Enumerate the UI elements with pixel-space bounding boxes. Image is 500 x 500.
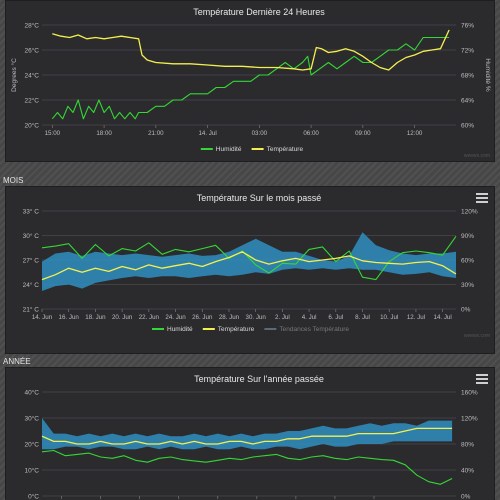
chart-menu-button[interactable]: [476, 193, 488, 203]
legend-label: Humidité: [167, 326, 193, 333]
y2-tick-label: 30%: [461, 282, 474, 289]
x-tick-label: 12. Jul: [407, 314, 425, 321]
y-tick-label: 40°C: [24, 389, 39, 397]
x-tick-label: 12:00: [407, 130, 423, 137]
x-tick-label: 2. Jul: [275, 314, 290, 321]
y-axis-title: Degrees °C: [10, 58, 18, 92]
chart-title: Température Sur l'année passée: [194, 374, 324, 384]
section-label-mois: MOIS: [3, 176, 24, 185]
legend-label: Température: [218, 326, 255, 333]
chart-panel-year: Température Sur l'année passée 0°C 10°C 20°…: [5, 367, 495, 500]
chart-title: Température Sur le mois passé: [197, 193, 322, 203]
chart-panel-24h: Température Dernière 24 Heures 20°C 22°C 24…: [5, 0, 495, 162]
section-label-annee: ANNÉE: [3, 357, 31, 366]
y2-tick-label: 120%: [461, 209, 478, 216]
temperature-range-band: [42, 232, 456, 291]
x-tick-label: 28. Jun: [219, 314, 240, 321]
x-tick-label: 30. Jun: [246, 314, 267, 321]
x-tick-label: 16. Jun: [59, 314, 80, 321]
y-tick-label: 0°C: [28, 493, 39, 500]
x-tick-label: 03:00: [252, 130, 268, 137]
y2-tick-label: 0%: [461, 307, 471, 314]
chart-year: Température Sur l'année passée 0°C 10°C 20°…: [24, 374, 478, 500]
y2-tick-label: 68%: [461, 73, 474, 80]
y-tick-label: 30°C: [24, 415, 39, 423]
y-tick-label: 20°C: [24, 122, 39, 130]
y-tick-label: 33° C: [23, 208, 40, 216]
temperature-series-line: [41, 427, 453, 445]
x-tick-label: 6. Jul: [328, 314, 343, 321]
y-tick-label: 22°C: [24, 97, 39, 105]
y2-tick-label: 80%: [461, 442, 474, 449]
x-tick-label: 26. Jun: [192, 314, 213, 321]
x-tick-label: 09:00: [355, 130, 371, 137]
x-tick-label: 15:00: [45, 130, 61, 137]
chart-credit: weewx.com: [464, 153, 490, 159]
x-tick-label: 24. Jun: [165, 314, 186, 321]
x-tick-label: 21:00: [148, 130, 164, 137]
legend-label: Température: [267, 146, 304, 153]
y-tick-label: 24° C: [23, 281, 40, 289]
temperature-series-line: [41, 251, 457, 281]
y2-tick-label: 60%: [461, 258, 474, 265]
x-tick-label: 22. Jun: [139, 314, 160, 321]
chart-menu-button[interactable]: [476, 374, 488, 384]
y-tick-label: 20°C: [24, 441, 39, 449]
humidity-series-line: [41, 449, 453, 485]
y-tick-label: 10°C: [24, 467, 39, 475]
y2-tick-label: 90%: [461, 233, 474, 240]
humidity-series-line: [41, 235, 457, 281]
temperature-range-band: [42, 418, 453, 450]
legend-label: Humidité: [216, 146, 242, 153]
x-tick-label: 4. Jul: [302, 314, 317, 321]
x-tick-label: 14. Jun: [32, 314, 53, 321]
chart-credit: weewx.com: [464, 333, 490, 339]
y-tick-label: 21° C: [23, 306, 40, 314]
y-tick-label: 26°C: [24, 47, 39, 55]
y2-tick-label: 160%: [461, 390, 478, 397]
temperature-series-line: [52, 29, 450, 71]
y-tick-label: 27° C: [23, 257, 40, 265]
legend-label: Tendances Température: [279, 326, 349, 333]
x-tick-label: 8. Jul: [355, 314, 370, 321]
y2-tick-label: 76%: [461, 23, 474, 30]
chart-month: Température Sur le mois passé 21° C 24° C 2…: [23, 193, 490, 339]
x-tick-label: 10. Jul: [380, 314, 398, 321]
y-tick-label: 30° C: [23, 232, 40, 240]
chart-panel-month: Température Sur le mois passé 21° C 24° C 2…: [5, 186, 495, 354]
y2-axis-title: Humidité %: [484, 58, 491, 91]
y2-tick-label: 120%: [461, 416, 478, 423]
y2-tick-label: 72%: [461, 48, 474, 55]
x-tick-label: 20. Jun: [112, 314, 133, 321]
x-tick-label: 14. Jul: [434, 314, 452, 321]
y-tick-label: 24°C: [24, 72, 39, 80]
y-tick-label: 28°C: [24, 22, 39, 30]
x-tick-label: 18. Jun: [85, 314, 106, 321]
y2-tick-label: 60%: [461, 123, 474, 130]
y2-tick-label: 40%: [461, 468, 474, 475]
chart-title: Température Dernière 24 Heures: [193, 7, 325, 17]
chart-24h: Température Dernière 24 Heures 20°C 22°C 24…: [10, 7, 491, 159]
y2-tick-label: 0%: [461, 494, 471, 500]
y2-tick-label: 64%: [461, 98, 474, 105]
x-tick-label: 18:00: [96, 130, 112, 137]
x-tick-label: 06:00: [303, 130, 319, 137]
x-tick-label: 14. Jul: [198, 130, 216, 137]
